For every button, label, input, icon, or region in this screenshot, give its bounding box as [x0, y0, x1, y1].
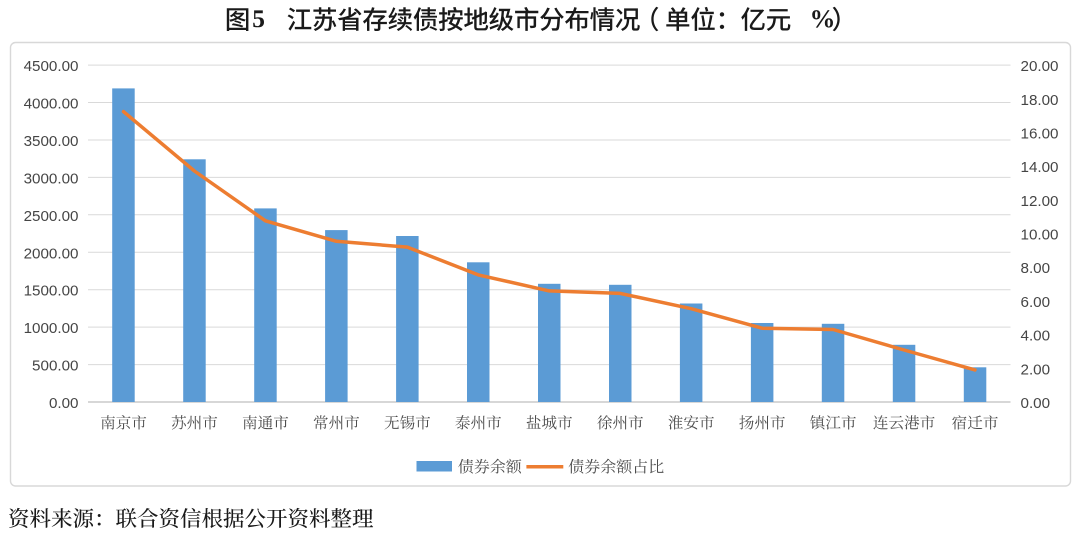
- svg-text:8.00: 8.00: [1021, 260, 1051, 277]
- svg-text:2500.00: 2500.00: [24, 208, 79, 225]
- svg-text:500.00: 500.00: [32, 358, 78, 375]
- svg-text:4500.00: 4500.00: [24, 58, 79, 75]
- svg-text:6.00: 6.00: [1021, 294, 1051, 311]
- svg-text:0.00: 0.00: [49, 395, 79, 412]
- svg-text:14.00: 14.00: [1021, 159, 1059, 176]
- svg-text:0.00: 0.00: [1021, 395, 1051, 412]
- svg-text:20.00: 20.00: [1021, 58, 1059, 75]
- svg-text:3500.00: 3500.00: [24, 133, 79, 150]
- svg-text:10.00: 10.00: [1021, 227, 1059, 244]
- svg-text:2000.00: 2000.00: [24, 245, 79, 262]
- svg-text:1000.00: 1000.00: [24, 320, 79, 337]
- svg-text:4000.00: 4000.00: [24, 96, 79, 113]
- svg-text:3000.00: 3000.00: [24, 170, 79, 187]
- svg-text:2.00: 2.00: [1021, 361, 1051, 378]
- svg-text:4.00: 4.00: [1021, 328, 1051, 345]
- svg-text:1500.00: 1500.00: [24, 283, 79, 300]
- svg-text:16.00: 16.00: [1021, 126, 1059, 143]
- svg-text:12.00: 12.00: [1021, 193, 1059, 210]
- svg-text:18.00: 18.00: [1021, 92, 1059, 109]
